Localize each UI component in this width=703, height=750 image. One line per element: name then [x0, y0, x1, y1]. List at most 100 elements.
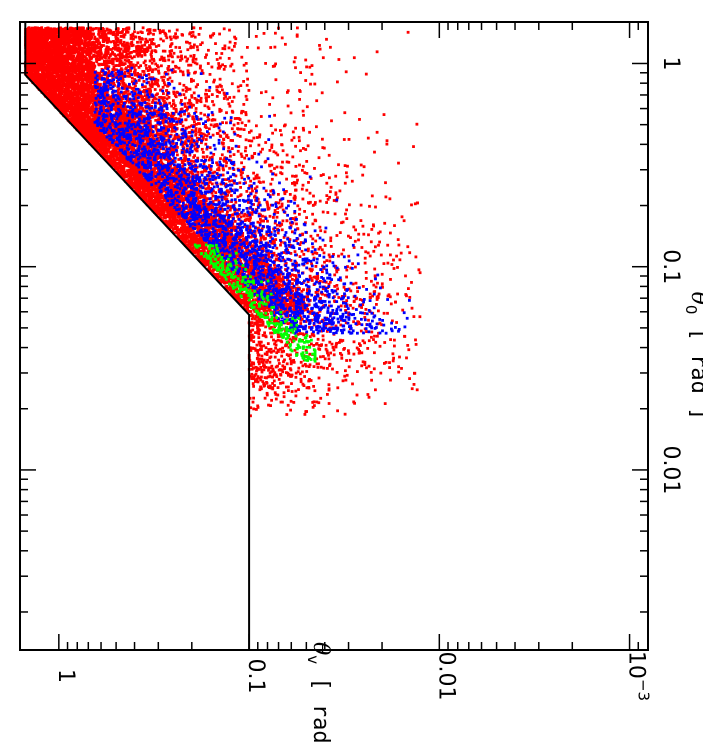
red-point [273, 263, 276, 267]
red-point [221, 88, 224, 92]
red-point [292, 401, 296, 404]
red-point [329, 185, 333, 189]
red-point [250, 139, 254, 143]
red-point [255, 343, 259, 347]
red-point [224, 194, 228, 198]
red-point [311, 245, 315, 249]
red-point [203, 133, 207, 137]
red-point [307, 379, 311, 383]
red-point [301, 364, 305, 368]
red-point [209, 123, 213, 127]
red-point [162, 92, 165, 95]
red-point [96, 54, 100, 58]
red-point [260, 91, 263, 95]
red-point [217, 168, 221, 172]
red-point [221, 208, 225, 211]
red-point [112, 65, 116, 69]
red-point [367, 364, 371, 368]
red-point [287, 354, 291, 358]
red-point [315, 252, 319, 255]
red-point [337, 163, 340, 167]
red-point [141, 85, 145, 89]
red-point [303, 413, 307, 416]
red-point [161, 49, 165, 53]
red-point [221, 141, 224, 145]
red-point [230, 194, 233, 197]
red-point [107, 72, 111, 76]
red-point [332, 353, 336, 357]
red-point [251, 155, 255, 159]
red-point [363, 316, 367, 319]
red-point [319, 365, 323, 369]
red-point [142, 50, 146, 54]
red-point [161, 57, 164, 60]
red-point [183, 112, 186, 116]
red-point [232, 181, 236, 185]
red-point [111, 31, 114, 35]
red-point [292, 181, 296, 184]
red-point [160, 64, 163, 68]
red-point [146, 46, 149, 50]
red-point [260, 368, 264, 372]
red-point [273, 342, 276, 346]
red-point [269, 235, 273, 239]
red-point [162, 39, 165, 43]
red-point [380, 272, 384, 276]
red-point [280, 354, 284, 358]
red-point [254, 349, 258, 352]
red-point [137, 192, 141, 195]
red-point [217, 188, 221, 191]
red-point [119, 59, 123, 63]
red-point [379, 253, 383, 257]
red-point [252, 396, 255, 400]
red-point [232, 153, 236, 156]
red-point [59, 107, 63, 110]
red-point [257, 362, 261, 366]
red-point [286, 89, 290, 93]
red-point [309, 200, 312, 204]
red-point [94, 105, 98, 108]
red-point [254, 191, 258, 194]
red-point [119, 39, 123, 42]
red-point [357, 238, 360, 242]
red-point [385, 142, 389, 146]
red-point [177, 158, 181, 161]
red-point [379, 371, 383, 375]
red-point [396, 238, 400, 241]
red-point [138, 115, 142, 119]
red-point [111, 76, 115, 80]
red-point [40, 43, 43, 47]
red-point [198, 66, 202, 70]
red-point [260, 360, 263, 364]
red-point [265, 376, 268, 380]
red-point [121, 97, 124, 101]
red-point [207, 132, 211, 135]
red-point [365, 366, 368, 370]
red-point [133, 78, 137, 81]
red-point [281, 381, 285, 385]
red-point [325, 201, 328, 204]
red-point [223, 93, 227, 97]
red-point [289, 353, 292, 357]
red-point [267, 253, 270, 257]
red-point [217, 199, 221, 203]
red-point [208, 156, 212, 160]
red-point [142, 70, 146, 73]
red-point [302, 113, 305, 117]
red-point [255, 377, 259, 381]
red-point [265, 353, 269, 356]
red-point [335, 371, 339, 374]
red-point [282, 391, 286, 395]
red-point [289, 252, 293, 255]
red-point [201, 132, 205, 136]
red-point [247, 219, 251, 222]
red-point [376, 281, 379, 285]
red-point [307, 386, 310, 389]
red-point [266, 207, 270, 211]
red-point [292, 136, 296, 140]
red-point [280, 350, 284, 354]
red-point [297, 366, 301, 370]
red-point [273, 266, 277, 270]
red-point [243, 212, 247, 216]
